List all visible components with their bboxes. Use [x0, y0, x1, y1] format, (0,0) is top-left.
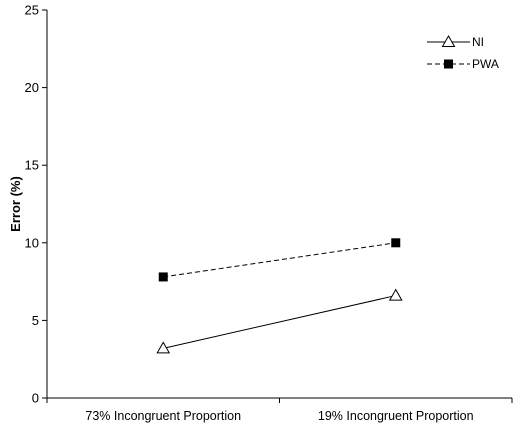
triangle-marker [388, 288, 403, 301]
triangle-marker [441, 34, 456, 47]
legend-label: NI [472, 35, 484, 49]
series-line-ni [163, 295, 396, 349]
data-series [156, 238, 403, 354]
x-category-label: 19% Incongruent Proportion [318, 409, 474, 423]
series-line-pwa [163, 242, 396, 278]
x-category-label: 73% Incongruent Proportion [85, 409, 241, 423]
y-tick-label: 25 [25, 3, 39, 18]
square-marker [444, 59, 453, 69]
x-axis-categories: 73% Incongruent Proportion 19% Incongruen… [46, 398, 513, 423]
y-tick-label: 20 [25, 80, 39, 95]
legend: NI PWA [427, 34, 499, 71]
legend-label: PWA [472, 57, 499, 71]
y-axis-title: Error (%) [8, 176, 23, 232]
triangle-marker [156, 341, 171, 354]
y-tick-label: 0 [32, 391, 39, 406]
y-axis-ticks: 0 5 10 15 20 25 [25, 3, 47, 406]
y-tick-label: 15 [25, 158, 39, 173]
square-marker [391, 238, 401, 248]
y-tick-label: 10 [25, 235, 39, 250]
y-tick-label: 5 [32, 313, 39, 328]
square-marker [158, 272, 168, 282]
